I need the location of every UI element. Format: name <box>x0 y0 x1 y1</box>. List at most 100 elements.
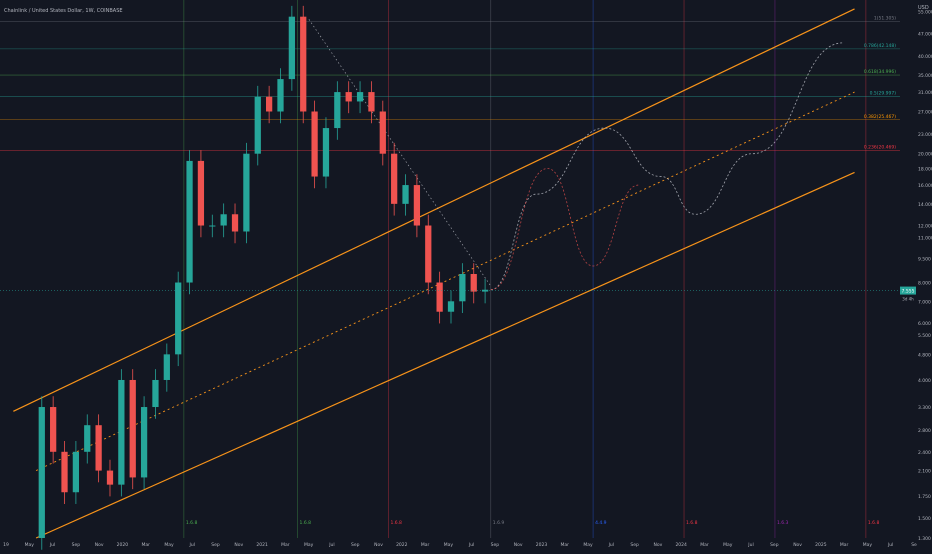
candle <box>220 214 227 226</box>
candle <box>436 282 443 312</box>
candle <box>266 96 273 112</box>
candle <box>391 153 398 204</box>
vertical-markers: 1.6.8 1.6.8 1.6.8 1.6.9 4.4.9 1.6.8 1.6.3 1.6.8 <box>183 0 880 538</box>
time-tick-label: May <box>723 542 733 548</box>
time-tick-label: Sep <box>770 542 779 548</box>
vertical-marker-label: 1.6.8 <box>300 520 312 526</box>
candles <box>38 5 489 550</box>
price-tick-label: 2.100 <box>918 469 931 475</box>
price-tick-label: 27.000 <box>918 110 932 116</box>
time-tick-label: Se <box>911 542 917 548</box>
price-tick-label: 18.000 <box>918 167 932 173</box>
time-tick-label: Sep <box>72 542 81 548</box>
candle <box>277 79 284 112</box>
time-tick-label: Sep <box>211 542 220 548</box>
time-tick-label: Jul <box>49 542 55 548</box>
vertical-marker-label: 1.6.8 <box>868 520 880 526</box>
candle <box>61 451 68 493</box>
price-tick-label: 2.400 <box>918 450 931 456</box>
candle <box>470 274 477 292</box>
price-tick-label: 14.000 <box>918 202 932 208</box>
candle <box>163 354 170 380</box>
time-tick-label: Nov <box>95 542 104 548</box>
time-tick-label: Mar <box>700 542 709 548</box>
candle <box>288 16 295 80</box>
time-tick-label: 2025 <box>815 542 827 548</box>
price-tick-label: 23.000 <box>918 132 932 138</box>
projection-paths <box>490 42 844 291</box>
time-tick-label: Mar <box>840 542 849 548</box>
candle <box>175 282 182 355</box>
channel-lines <box>13 8 855 539</box>
vertical-marker-label: 1.6.8 <box>686 520 698 526</box>
fib-level-label: 0.5(29.997) <box>870 91 897 97</box>
time-tick-label: 19 <box>3 542 9 548</box>
vertical-marker-label: 1.6.8 <box>186 520 198 526</box>
channel-middle-line <box>35 91 855 471</box>
candle <box>118 379 125 485</box>
time-axis[interactable]: 19 May Jul Sep Nov 2020 Mar May Jul Sep Nov 2021 Mar… <box>3 542 917 548</box>
candle <box>72 451 80 493</box>
time-tick-label: Mar <box>421 542 430 548</box>
current-price-label: 7.555 <box>902 288 915 294</box>
current-time-label: 3d 4h <box>902 297 914 302</box>
price-tick-label: 6.000 <box>918 321 931 327</box>
price-tick-label: 16.000 <box>918 183 932 189</box>
time-tick-label: Jul <box>328 542 334 548</box>
time-tick-label: May <box>304 542 314 548</box>
price-tick-label: 8.000 <box>918 281 931 287</box>
candle <box>379 111 386 154</box>
channel-lower-line <box>35 171 855 539</box>
candle <box>209 225 216 227</box>
vertical-marker-label: 4.4.9 <box>595 520 607 526</box>
price-tick-label: 1.300 <box>918 536 931 542</box>
time-tick-label: 2021 <box>256 542 268 548</box>
time-tick-label: Mar <box>281 542 290 548</box>
price-tick-label: 4.000 <box>918 378 931 384</box>
vertical-marker-label: 1.6.9 <box>493 520 505 526</box>
candle <box>140 407 148 478</box>
candle <box>447 301 455 312</box>
price-tick-label: 3.300 <box>918 405 931 411</box>
fib-level-label: 1(51.305) <box>874 15 896 21</box>
time-tick-label: May <box>863 542 873 548</box>
candle <box>413 185 421 226</box>
candle <box>254 96 261 154</box>
price-tick-label: 35.000 <box>918 73 932 79</box>
time-tick-label: Jul <box>747 542 753 548</box>
candle <box>106 470 114 485</box>
candle <box>95 425 102 471</box>
time-tick-label: Sep <box>491 542 500 548</box>
fib-level-label: 0.236(20.469) <box>864 144 896 150</box>
price-tick-label: 1.500 <box>918 516 931 522</box>
time-tick-label: 2023 <box>536 542 548 548</box>
time-tick-label: 2022 <box>396 542 408 548</box>
candle <box>368 92 375 112</box>
price-tick-label: 12.000 <box>918 224 932 230</box>
currency-label: USD <box>918 5 929 11</box>
time-tick-label: Jul <box>887 542 893 548</box>
candle <box>459 274 466 302</box>
price-tick-label: 9.500 <box>918 256 931 262</box>
price-tick-label: 11.000 <box>918 236 932 242</box>
price-axis[interactable]: 55.000 47.000 40.000 35.000 31.000 27.000 23.0… <box>0 9 932 542</box>
candle <box>152 379 159 408</box>
vertical-marker-label: 1.6.8 <box>390 520 402 526</box>
time-tick-label: May <box>25 542 35 548</box>
price-tick-label: 40.000 <box>918 54 932 60</box>
candle <box>481 289 489 292</box>
candle <box>356 92 364 102</box>
candle <box>322 128 330 177</box>
time-tick-label: Sep <box>351 542 360 548</box>
time-tick-label: 2020 <box>117 542 129 548</box>
fib-level-label: 0.618(34.996) <box>864 69 896 75</box>
time-tick-label: May <box>583 542 593 548</box>
candle <box>243 153 250 232</box>
candle <box>311 111 318 177</box>
time-tick-label: Jul <box>468 542 474 548</box>
time-tick-label: Jul <box>608 542 614 548</box>
candle <box>50 407 57 452</box>
